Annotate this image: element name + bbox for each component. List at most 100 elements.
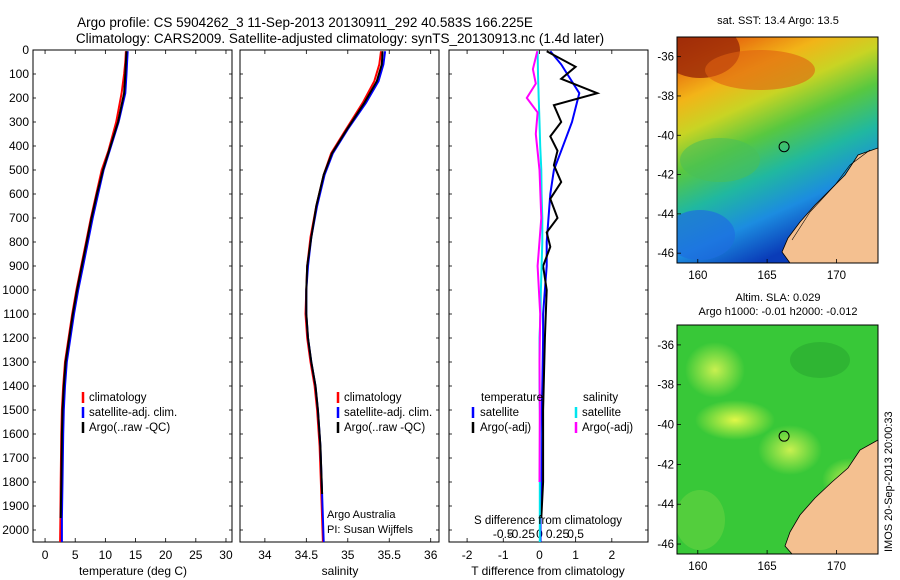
legend-label: satellite-adj. clim.	[344, 407, 432, 419]
depth-tick-label: 1300	[2, 355, 29, 369]
s-tick-label: 0.5	[567, 527, 584, 541]
map-lat-label: -40	[657, 420, 674, 432]
map-lon-label: 165	[758, 270, 777, 282]
legend-label: satellite-adj. clim.	[89, 407, 177, 419]
legend-label: climatology	[89, 392, 147, 404]
legend-header-temperature: temperature	[481, 392, 543, 404]
map-lat-label: -38	[657, 380, 674, 392]
s-tick-label: -0.5	[493, 527, 514, 541]
difference-plot-frame	[448, 49, 649, 543]
sst-map-title: sat. SST: 13.4 Argo: 13.5	[717, 15, 839, 27]
s-tick-label: -0.25	[508, 527, 536, 541]
salinity-series	[304, 51, 387, 543]
map-lat-label: -46	[657, 248, 674, 260]
depth-tick-label: 800	[9, 235, 29, 249]
sst-map-panel: sat. SST: 13.4 Argo: 13.5 160 165 170 -36 -3…	[657, 15, 879, 282]
depth-tick-label: 200	[9, 91, 29, 105]
temperature-panel: 0100200300400500600700800900100011001200…	[2, 43, 233, 578]
x-tick-label: 0	[42, 548, 49, 562]
x-tick-label: 30	[219, 548, 233, 562]
sla-new-zealand-land	[784, 439, 878, 554]
depth-tick-label: 1800	[2, 475, 29, 489]
sla-map-panel: Altim. SLA: 0.029 Argo h1000: -0.01 h200…	[657, 292, 879, 573]
depth-tick-label: 1600	[2, 427, 29, 441]
x-tick-label: 35	[341, 548, 355, 562]
depth-tick-label: 1000	[2, 283, 29, 297]
x-tick-label: 15	[129, 548, 143, 562]
legend-header-salinity: salinity	[583, 392, 618, 404]
legend-label: Argo(-adj)	[480, 422, 531, 434]
map-lon-label: 170	[827, 270, 846, 282]
temperature-series	[59, 51, 129, 543]
sst-float-marker	[778, 141, 790, 153]
temperature-x-axis: 0 5 10 15 20 25 30	[33, 49, 233, 562]
s-tick-label: 0.25	[546, 527, 570, 541]
depth-tick-label: 2000	[2, 523, 29, 537]
difference-x-axis: -2 -1 0 1 2-0.5-0.25 0 0.250.5	[449, 49, 648, 562]
map-lat-label: -42	[657, 459, 674, 471]
legend-label: satellite	[582, 407, 621, 419]
x-tick-label: 2	[608, 548, 615, 562]
temperature-x-label: temperature (deg C)	[79, 564, 187, 578]
map-lat-label: -44	[657, 209, 674, 221]
x-tick-label: 36	[424, 548, 438, 562]
legend-label: Argo(-adj)	[582, 422, 633, 434]
salinity-x-label: salinity	[322, 564, 359, 578]
s-difference-label: S difference from climatology	[474, 515, 622, 527]
salinity-panel: 34 34.5 35 35.5 36 climatology satellite-adj.…	[239, 49, 440, 578]
depth-tick-label: 700	[9, 211, 29, 225]
map-lon-label: 165	[758, 561, 777, 573]
depth-tick-label: 0	[22, 43, 29, 57]
depth-tick-label: 1900	[2, 499, 29, 513]
map-lat-label: -36	[657, 52, 674, 64]
figure-title-line1: Argo profile: CS 5904262_3 11-Sep-2013 2…	[77, 15, 533, 30]
x-tick-label: 0	[536, 548, 543, 562]
pi-annotation: PI: Susan Wijffels	[327, 524, 413, 536]
new-zealand-land	[781, 147, 878, 263]
sla-map-title-line1: Altim. SLA: 0.029	[736, 292, 821, 304]
x-tick-label: -1	[498, 548, 509, 562]
map-lon-label: 170	[827, 561, 846, 573]
depth-tick-label: 1400	[2, 379, 29, 393]
depth-tick-label: 1100	[3, 307, 29, 321]
map-lat-label: -42	[657, 170, 674, 182]
map-lon-label: 160	[688, 561, 707, 573]
map-lat-label: -44	[657, 499, 674, 511]
map-lon-label: 160	[688, 270, 707, 282]
map-lat-label: -40	[657, 130, 674, 142]
series-line	[59, 51, 128, 519]
x-tick-label: 5	[72, 548, 79, 562]
depth-tick-label: 1500	[2, 403, 29, 417]
sla-map-frame	[676, 324, 879, 555]
x-tick-label: -2	[462, 548, 473, 562]
sst-map-axes: 160 165 170 -36 -38 -40 -42 -44 -46	[657, 52, 846, 282]
series-line	[540, 50, 601, 519]
depth-tick-label: 500	[9, 163, 29, 177]
temperature-legend: climatology satellite-adj. clim. Argo(..ra…	[81, 392, 177, 434]
sla-map-axes: 160 165 170 -36 -38 -40 -42 -44 -46	[657, 340, 846, 573]
depth-tick-label: 900	[9, 259, 29, 273]
depth-tick-label: 300	[9, 115, 29, 129]
figure-title-line2: Climatology: CARS2009. Satellite-adjuste…	[76, 31, 604, 46]
depth-tick-label: 100	[9, 67, 29, 81]
x-tick-label: 35.5	[378, 548, 402, 562]
depth-axis: 0 100 200 300 400 500 600 700 800 900 1000 1100 1200…	[2, 43, 29, 537]
sla-map-title-line2: Argo h1000: -0.01 h2000: -0.012	[698, 306, 857, 318]
x-tick-label: 20	[159, 548, 173, 562]
x-tick-label: 25	[189, 548, 203, 562]
map-lat-label: -38	[657, 91, 674, 103]
salinity-x-axis: 34 34.5 35 35.5 36	[240, 49, 439, 562]
salinity-legend: climatology satellite-adj. clim. Argo(..ra…	[336, 392, 432, 434]
depth-tick-label: 1200	[2, 331, 29, 345]
depth-tick-label: 1700	[2, 451, 29, 465]
difference-series	[525, 50, 601, 542]
depth-tick-label: 400	[9, 139, 29, 153]
map-lat-label: -36	[657, 340, 674, 352]
legend-label: Argo(..raw -QC)	[344, 422, 425, 434]
series-line	[305, 51, 384, 495]
temperature-plot-frame	[32, 49, 233, 543]
t-difference-label: T difference from climatology	[471, 564, 625, 578]
difference-legend: temperature salinity satellite Argo(-adj) sa…	[471, 392, 633, 434]
map-lat-label: -46	[657, 539, 674, 551]
